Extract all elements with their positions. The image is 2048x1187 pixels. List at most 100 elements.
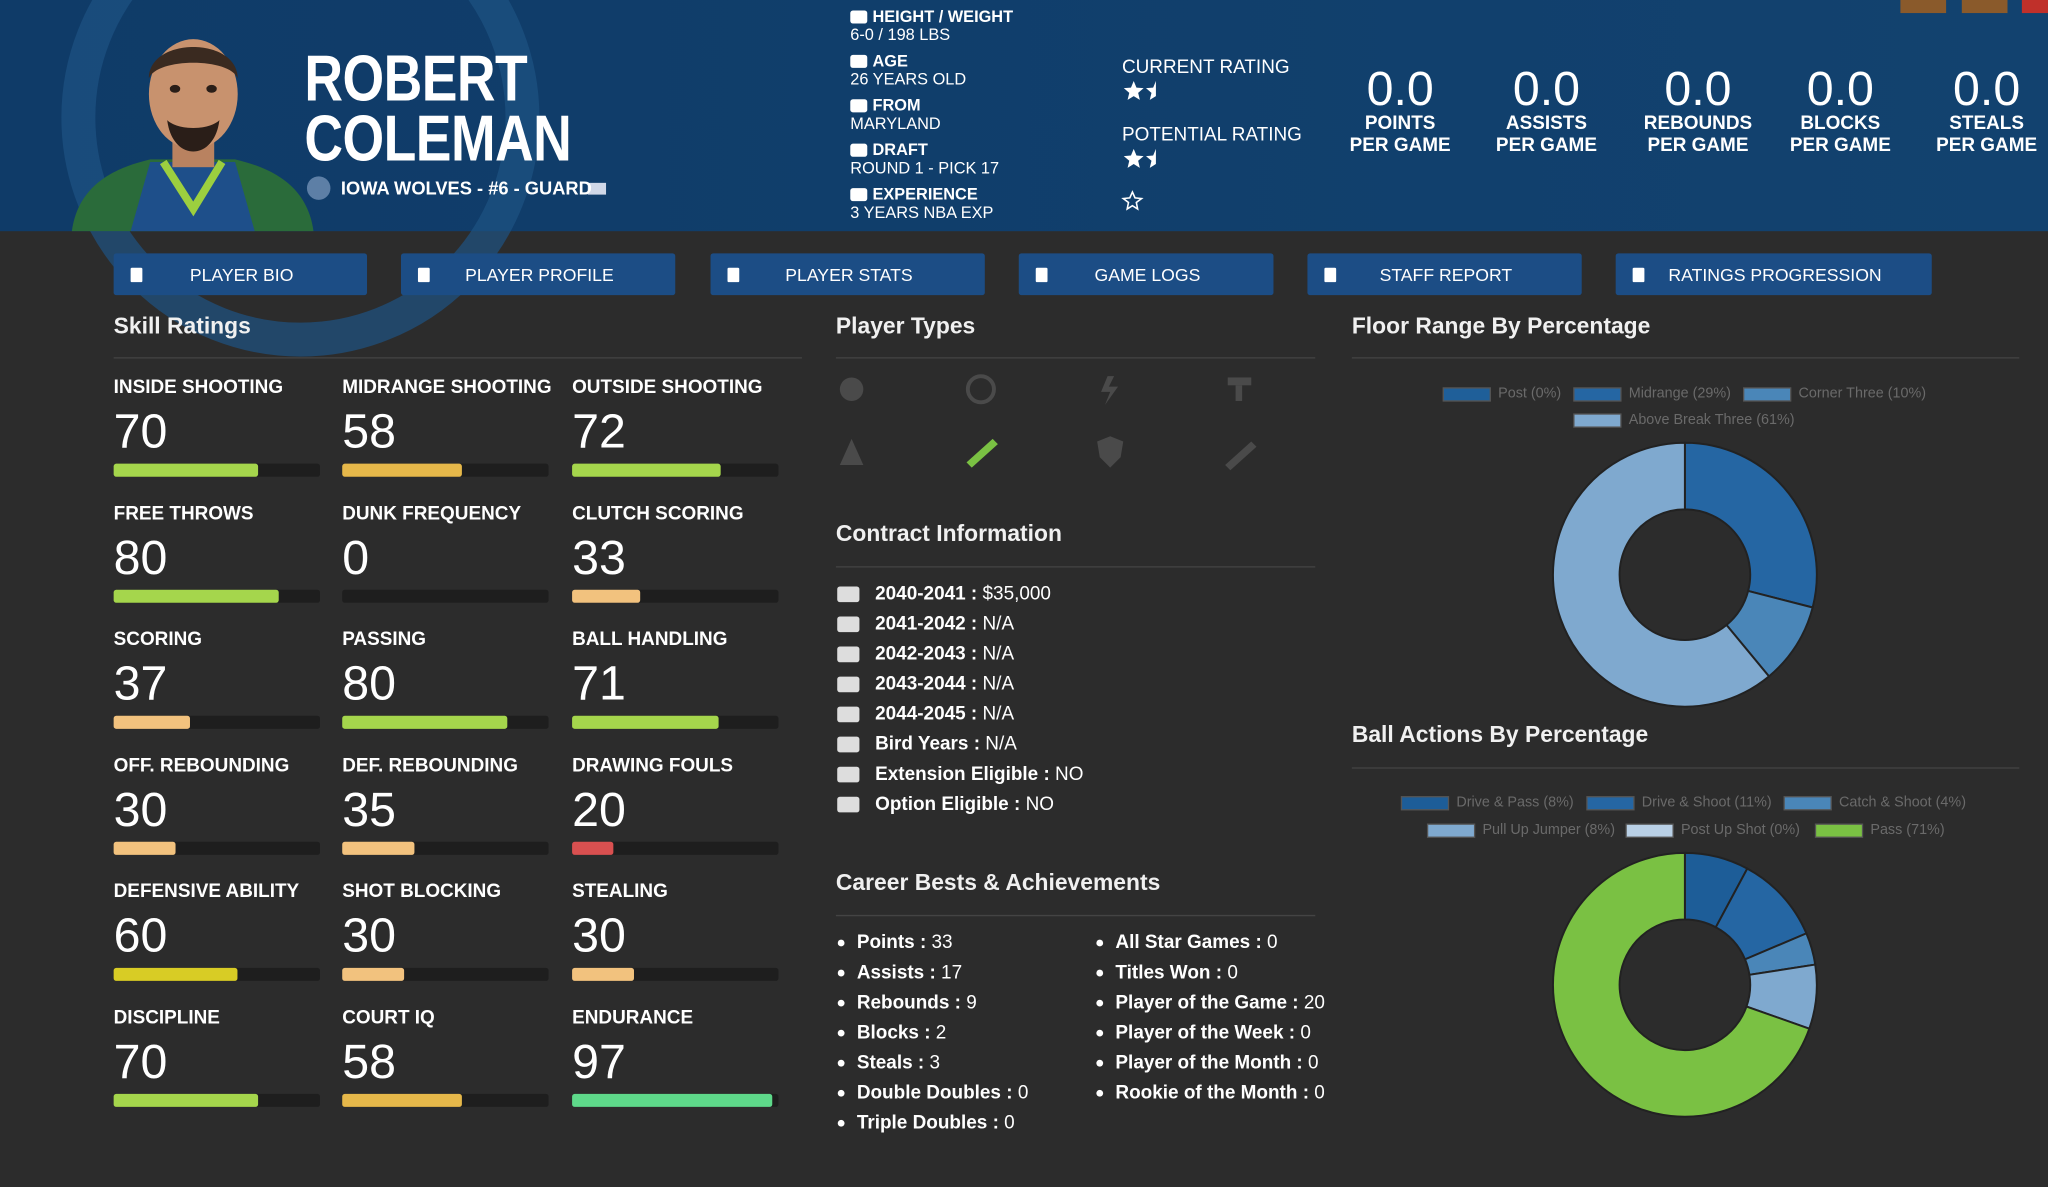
legend-swatch — [1426, 823, 1476, 838]
legend-swatch — [1625, 823, 1674, 838]
career-row: Titles Won0 — [1115, 963, 1237, 984]
skill-name: CLUTCH SCORING — [572, 503, 744, 525]
career-label: Rebounds — [857, 993, 966, 1014]
legend-label: Catch & Shoot (4%) — [1839, 794, 1966, 811]
career-label: Titles Won — [1115, 963, 1227, 984]
bullet — [837, 999, 845, 1007]
skill-value: 97 — [572, 1034, 626, 1088]
tab-button[interactable]: GAME LOGS — [1018, 253, 1274, 296]
skill-name: OFF. REBOUNDING — [113, 755, 290, 777]
tab-button[interactable]: PLAYER BIO — [113, 253, 368, 296]
rating-stars — [1123, 148, 1156, 168]
legend-swatch — [1783, 796, 1832, 811]
contract-row: 2043-2044N/A — [875, 674, 1014, 695]
bullet — [1096, 969, 1104, 977]
contract-label: 2042-2043 — [875, 644, 982, 665]
stat-value: 0.0 — [1664, 62, 1732, 116]
legend-label: Pass (71%) — [1870, 822, 1945, 838]
skill-name: STEALING — [572, 881, 668, 903]
tab-icon — [1632, 267, 1645, 282]
skill-bar — [113, 463, 259, 477]
contract-value: $35,000 — [982, 583, 1051, 605]
rating-label: POTENTIAL RATING — [1121, 125, 1302, 146]
skill-value: 0 — [342, 530, 370, 584]
tab-button[interactable]: RATINGS PROGRESSION — [1615, 253, 1932, 296]
tab-icon — [1324, 267, 1337, 282]
skill-name: DRAWING FOULS — [572, 755, 734, 777]
skill-bar — [572, 1093, 773, 1107]
contract-value: N/A — [982, 673, 1015, 695]
legend-label: Post (0%) — [1498, 385, 1562, 402]
contract-row: 2042-2043N/A — [875, 644, 1014, 665]
top-button[interactable] — [1961, 0, 2008, 14]
info-label: AGE — [872, 51, 908, 71]
contract-label: 2041-2042 — [875, 614, 982, 635]
tab-label: RATINGS PROGRESSION — [1668, 264, 1882, 285]
skill-value: 58 — [342, 404, 396, 458]
star — [1123, 148, 1144, 168]
career-value: 0 — [1227, 962, 1238, 984]
tab-button[interactable]: STAFF REPORT — [1307, 253, 1582, 296]
skill-bar — [342, 841, 415, 855]
contract-value: NO — [1025, 794, 1054, 816]
header-bg — [0, 0, 2048, 232]
info-label: EXPERIENCE — [872, 185, 978, 204]
contract-value: NO — [1055, 764, 1084, 785]
skill-bar — [113, 715, 190, 729]
contract-row: 2040-2041$35,000 — [875, 584, 1051, 605]
first-name: ROBERT — [304, 41, 528, 115]
contract-value: N/A — [982, 613, 1015, 635]
legend-swatch — [1814, 823, 1864, 838]
career-label: Player of the Week — [1115, 1023, 1300, 1044]
contract-label: Option Eligible — [875, 794, 1025, 815]
career-label: Double Doubles — [857, 1083, 1018, 1104]
stat-label: POINTS — [1364, 113, 1436, 135]
contract-value: N/A — [982, 643, 1015, 665]
skill-bar — [572, 589, 641, 603]
stat-value: 0.0 — [1806, 62, 1874, 116]
tab-icon — [727, 267, 740, 282]
tab-icon — [417, 267, 430, 282]
skill-value: 80 — [113, 530, 168, 584]
career-label: Triple Doubles — [857, 1113, 1004, 1134]
skill-bar — [342, 463, 462, 477]
stat-value: 0.0 — [1512, 62, 1581, 116]
stat-label: STEALS — [1949, 113, 2024, 135]
career-label: All Star Games — [1115, 933, 1267, 954]
contract-label: 2040-2041 — [875, 584, 982, 605]
bullet — [1096, 999, 1104, 1007]
chart-title: Floor Range By Percentage — [1351, 312, 1651, 339]
skill-bar — [572, 841, 614, 855]
section-title: Contract Information — [835, 520, 1062, 547]
skill-bar — [342, 715, 508, 729]
top-button[interactable] — [2021, 0, 2048, 14]
career-row: Rebounds9 — [857, 993, 977, 1014]
contract-label: 2044-2045 — [875, 704, 982, 725]
career-value: 20 — [1303, 992, 1325, 1014]
info-icon — [850, 143, 868, 157]
top-button[interactable] — [1900, 0, 1947, 14]
skill-name: BALL HANDLING — [572, 629, 728, 651]
career-value: 0 — [1004, 1112, 1015, 1134]
skill-name: DEFENSIVE ABILITY — [113, 881, 300, 903]
career-row: Player of the Month0 — [1115, 1053, 1318, 1074]
donut-segment — [1683, 441, 1818, 609]
skill-value: 71 — [572, 656, 626, 710]
last-name: COLEMAN — [304, 101, 572, 176]
career-value: 17 — [941, 962, 963, 984]
legend-label: Drive & Pass (8%) — [1456, 794, 1574, 811]
skill-bar — [342, 1093, 462, 1107]
skill-value: 35 — [342, 782, 396, 836]
career-value: 33 — [931, 932, 953, 954]
rating-label: CURRENT RATING — [1121, 57, 1290, 79]
legend-swatch — [1442, 387, 1491, 402]
contract-icon — [837, 796, 860, 813]
legend-label: Pull Up Jumper (8%) — [1482, 822, 1615, 838]
stat-label: PER GAME — [1647, 135, 1749, 157]
tab-button[interactable]: PLAYER STATS — [710, 253, 985, 296]
skill-name: DUNK FREQUENCY — [342, 503, 522, 525]
stat-label: PER GAME — [1349, 135, 1451, 157]
stat-label: REBOUNDS — [1643, 113, 1753, 135]
tab-button[interactable]: PLAYER PROFILE — [400, 253, 676, 296]
